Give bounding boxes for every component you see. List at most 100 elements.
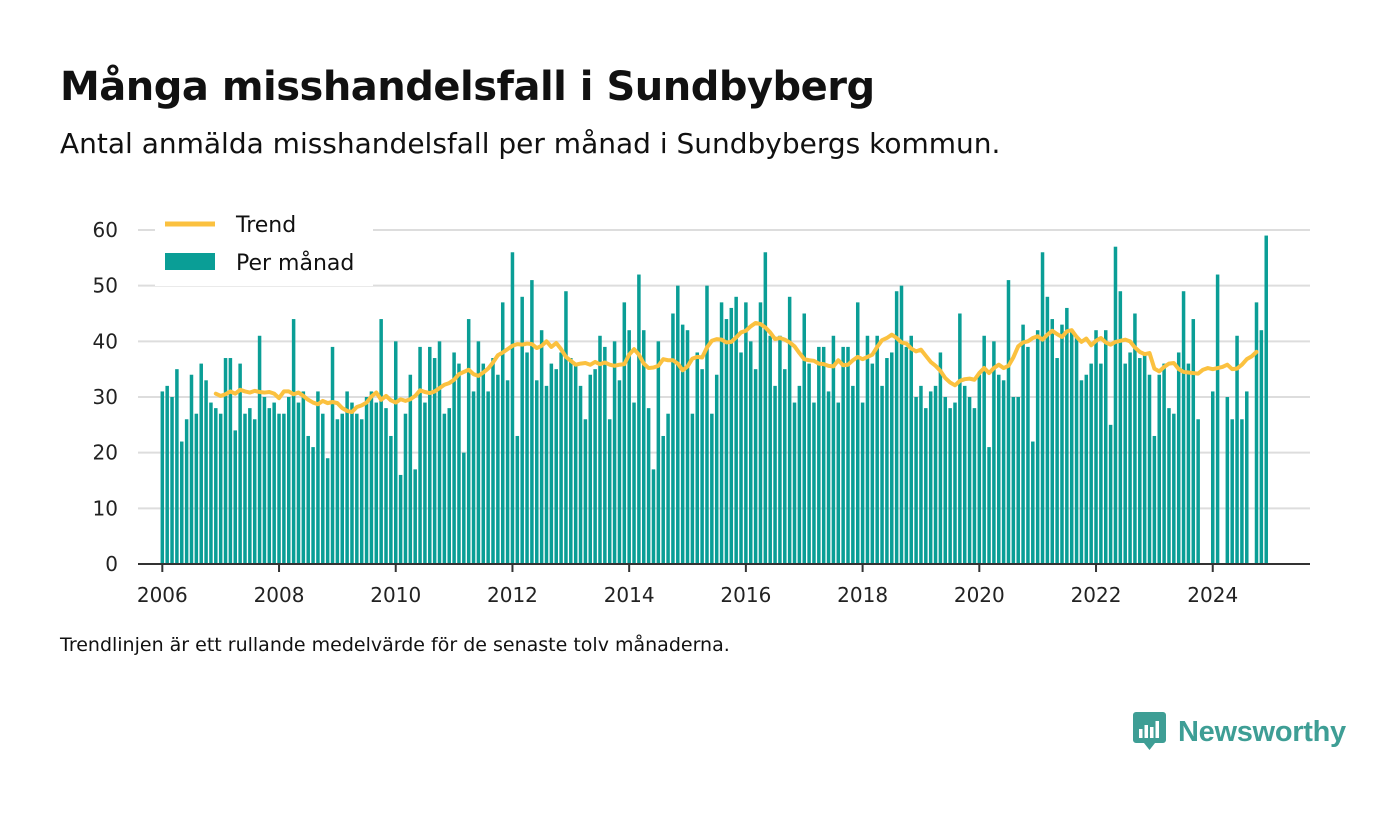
bar: [729, 307, 734, 564]
bar: [369, 391, 374, 564]
bar: [812, 402, 816, 564]
bar: [432, 358, 437, 564]
bar: [389, 435, 393, 564]
bar: [1157, 374, 1161, 564]
bar: [783, 369, 787, 564]
bar: [583, 419, 588, 564]
bar: [321, 413, 325, 564]
brand-name: Newsworthy: [1178, 715, 1346, 748]
legend-bar-swatch: [165, 253, 215, 270]
bar: [836, 402, 841, 564]
bar: [481, 363, 486, 564]
bar: [787, 296, 792, 564]
x-tick-label: 2022: [1071, 583, 1122, 607]
bar: [1031, 441, 1035, 564]
bar: [933, 385, 938, 564]
bar: [666, 413, 670, 564]
bar: [471, 391, 476, 564]
bar: [637, 274, 641, 564]
bar: [578, 385, 583, 564]
bar: [627, 330, 631, 564]
bar: [379, 319, 383, 564]
bar: [277, 413, 281, 564]
bar: [598, 335, 602, 564]
bar: [1133, 313, 1137, 564]
bar: [209, 402, 213, 564]
bar: [189, 374, 194, 564]
bar: [705, 285, 709, 564]
bar: [1230, 419, 1234, 564]
bar: [325, 458, 330, 564]
bar: [885, 358, 889, 564]
bar: [510, 252, 515, 564]
x-tick-label: 2008: [254, 583, 305, 607]
bar: [214, 408, 218, 564]
bar: [1084, 374, 1089, 564]
bar: [1142, 352, 1147, 564]
bar: [160, 391, 165, 564]
bar: [476, 341, 481, 564]
bar: [408, 374, 413, 564]
bar: [170, 397, 174, 564]
bar: [364, 397, 369, 564]
y-tick-label: 40: [93, 329, 118, 353]
bar: [301, 391, 306, 564]
bar: [792, 402, 797, 564]
bar: [744, 302, 748, 564]
bar: [617, 380, 622, 564]
bar: [1011, 397, 1016, 564]
newsworthy-icon: [1133, 712, 1166, 750]
bar: [199, 363, 203, 564]
bar: [194, 413, 199, 564]
bar: [860, 402, 865, 564]
bar: [466, 319, 471, 564]
bar: [1094, 330, 1098, 564]
bar: [1210, 391, 1215, 564]
bar: [457, 363, 461, 564]
bar: [520, 296, 524, 564]
bar: [1035, 330, 1040, 564]
bar: [875, 335, 879, 564]
bar: [248, 408, 252, 564]
bar: [642, 330, 646, 564]
bar: [1215, 274, 1220, 564]
bar: [1074, 335, 1079, 564]
bar: [1045, 296, 1050, 564]
bar: [962, 385, 967, 564]
bar: [588, 374, 593, 564]
brand-logo: Newsworthy: [1133, 712, 1346, 752]
bar: [311, 447, 315, 564]
bar: [486, 391, 490, 564]
bar: [622, 302, 627, 564]
bar: [690, 413, 695, 564]
bar: [1123, 363, 1127, 564]
bar: [340, 413, 344, 564]
bars: [160, 235, 1268, 565]
bar: [525, 352, 529, 564]
bar: [768, 335, 772, 564]
bar: [350, 402, 354, 564]
bar: [442, 413, 447, 564]
bar: [977, 374, 982, 564]
bar: [724, 319, 729, 564]
bar: [491, 358, 495, 564]
bar: [1118, 291, 1123, 564]
bar: [661, 435, 665, 564]
bar: [1167, 408, 1171, 564]
bar: [500, 302, 505, 564]
bar: [355, 413, 359, 564]
bar: [870, 363, 875, 564]
bar: [505, 380, 510, 564]
bar: [175, 369, 179, 564]
bar: [894, 291, 899, 564]
bar: [719, 302, 724, 564]
x-tick-label: 2020: [954, 583, 1005, 607]
bar: [612, 341, 617, 564]
bar: [972, 408, 977, 564]
bar: [919, 385, 923, 564]
bar: [700, 369, 704, 564]
bar: [651, 469, 656, 564]
bar: [1259, 330, 1264, 564]
bar: [680, 324, 685, 564]
x-tick-label: 2006: [137, 583, 188, 607]
